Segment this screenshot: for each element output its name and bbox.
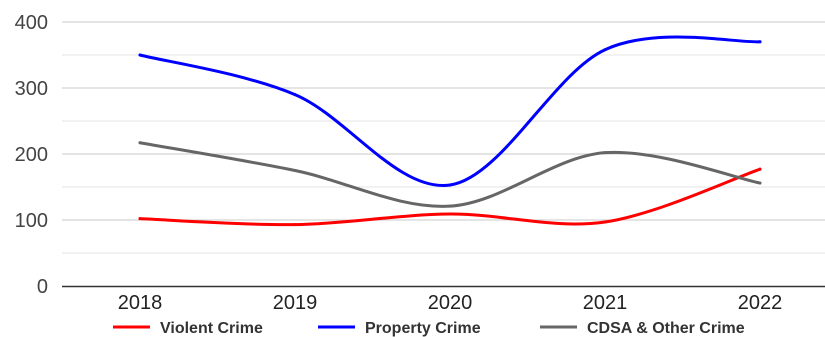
data-point-property-crime xyxy=(138,53,142,57)
series-line-cdsa-other-crime xyxy=(138,141,762,208)
legend: Violent Crime Property Crime CDSA & Other … xyxy=(113,320,745,337)
data-point-cdsa-other-crime xyxy=(603,151,607,155)
y-tick-label: 100 xyxy=(15,210,48,232)
legend-label: CDSA & Other Crime xyxy=(587,320,745,337)
y-axis: 0 100 200 300 400 xyxy=(15,12,48,298)
data-point-property-crime xyxy=(448,183,452,187)
series-line-property-crime xyxy=(138,35,762,187)
data-point-cdsa-other-crime xyxy=(138,141,142,145)
y-tick-label: 200 xyxy=(15,144,48,166)
series-lines xyxy=(138,35,762,227)
legend-item-property-crime: Property Crime xyxy=(318,320,481,337)
data-point-violent-crime xyxy=(448,212,452,216)
legend-item-violent-crime: Violent Crime xyxy=(113,320,263,337)
data-point-violent-crime xyxy=(293,223,297,227)
x-tick-label: 2020 xyxy=(428,292,473,314)
data-point-cdsa-other-crime xyxy=(448,204,452,208)
data-point-cdsa-other-crime xyxy=(758,181,762,185)
legend-label: Property Crime xyxy=(365,320,481,337)
legend-label: Violent Crime xyxy=(160,320,263,337)
data-point-cdsa-other-crime xyxy=(293,169,297,172)
data-point-property-crime xyxy=(603,48,607,52)
data-point-violent-crime xyxy=(138,217,142,221)
x-tick-label: 2019 xyxy=(273,292,318,314)
data-point-violent-crime xyxy=(603,220,607,224)
y-tick-label: 400 xyxy=(15,12,48,34)
data-point-violent-crime xyxy=(758,167,762,171)
legend-item-cdsa-other-crime: CDSA & Other Crime xyxy=(540,320,745,337)
x-tick-label: 2018 xyxy=(118,292,163,314)
x-tick-label: 2022 xyxy=(738,292,783,314)
data-point-property-crime xyxy=(293,93,297,97)
grid xyxy=(62,21,825,254)
y-tick-label: 300 xyxy=(15,78,48,100)
series-line-violent-crime xyxy=(138,167,762,227)
data-point-property-crime xyxy=(758,40,762,44)
x-axis: 2018 2019 2020 2021 2022 xyxy=(62,285,825,314)
y-tick-label: 0 xyxy=(37,276,48,298)
x-tick-label: 2021 xyxy=(583,292,628,314)
